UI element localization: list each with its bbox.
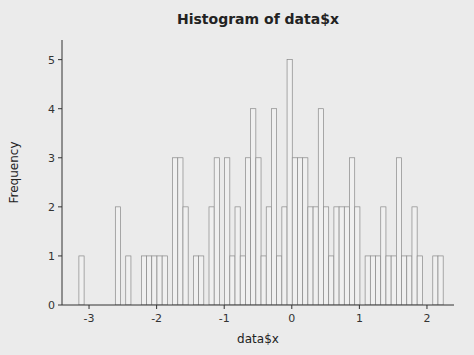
bar (323, 207, 328, 305)
bar (199, 256, 204, 305)
bar (287, 60, 292, 305)
bar (370, 256, 375, 305)
x-tick-label: 2 (423, 312, 430, 325)
title: Histogram of data$x (177, 11, 339, 27)
y-tick-label: 3 (48, 152, 55, 165)
chart: -3 -2 -1 0 1 2 0 1 2 3 4 5 Histogram of data$x data$x… (0, 0, 474, 355)
bar (407, 256, 412, 305)
bar (329, 256, 334, 305)
bar (79, 256, 84, 305)
y-axis-label: Frequency (7, 142, 21, 204)
bar (147, 256, 152, 305)
x-tick (291, 305, 292, 309)
bar (391, 256, 396, 305)
bar (240, 256, 245, 305)
bar (402, 256, 407, 305)
bars (79, 60, 443, 305)
bar (162, 256, 167, 305)
bar (115, 207, 120, 305)
bar (339, 207, 344, 305)
bar (256, 158, 261, 305)
bar (303, 158, 308, 305)
bar (251, 109, 256, 305)
y-tick (58, 108, 62, 109)
bar (209, 207, 214, 305)
bar (245, 158, 250, 305)
bar (126, 256, 131, 305)
bar (157, 256, 162, 305)
x-tick (359, 305, 360, 309)
y-tick (58, 206, 62, 207)
y-tick (58, 255, 62, 256)
bar (292, 158, 297, 305)
y-tick-label: 0 (48, 299, 55, 312)
y-tick (58, 157, 62, 158)
bar (261, 256, 266, 305)
bar (386, 256, 391, 305)
bar (313, 207, 318, 305)
bar (183, 207, 188, 305)
x-axis-label: data$x (237, 332, 279, 346)
bar (230, 256, 235, 305)
bar (350, 158, 355, 305)
x-tick-label: 0 (288, 312, 295, 325)
bar (396, 158, 401, 305)
background (0, 0, 474, 355)
bar (417, 256, 422, 305)
y-axis-line (62, 40, 63, 305)
bar (381, 207, 386, 305)
bar (141, 256, 146, 305)
bar (344, 207, 349, 305)
y-tick (58, 305, 62, 306)
bar (173, 158, 178, 305)
y-tick (58, 59, 62, 60)
bar (271, 109, 276, 305)
bar (365, 256, 370, 305)
x-tick (426, 305, 427, 309)
bar (214, 158, 219, 305)
bar (266, 207, 271, 305)
bar (282, 207, 287, 305)
bar (277, 256, 282, 305)
bar (193, 256, 198, 305)
bar (225, 158, 230, 305)
y-tick-label: 5 (48, 54, 55, 67)
bar (318, 109, 323, 305)
y-tick-label: 2 (48, 201, 55, 214)
x-tick (89, 305, 90, 309)
bar (178, 158, 183, 305)
x-tick-label: -3 (84, 312, 95, 325)
y-tick-label: 1 (48, 250, 55, 263)
bar (152, 256, 157, 305)
x-tick-label: 1 (356, 312, 363, 325)
bar (334, 207, 339, 305)
bar (308, 207, 313, 305)
x-tick-label: -1 (219, 312, 230, 325)
x-tick-label: -2 (151, 312, 162, 325)
x-tick (156, 305, 157, 309)
bar (355, 207, 360, 305)
bar (433, 256, 438, 305)
y-tick-label: 4 (48, 103, 55, 116)
bar (438, 256, 443, 305)
bar (297, 158, 302, 305)
axes: -3 -2 -1 0 1 2 0 1 2 3 4 5 (48, 40, 454, 325)
x-tick (224, 305, 225, 309)
bar (412, 207, 417, 305)
bar (376, 256, 381, 305)
bar (235, 207, 240, 305)
x-axis-line (62, 305, 454, 306)
